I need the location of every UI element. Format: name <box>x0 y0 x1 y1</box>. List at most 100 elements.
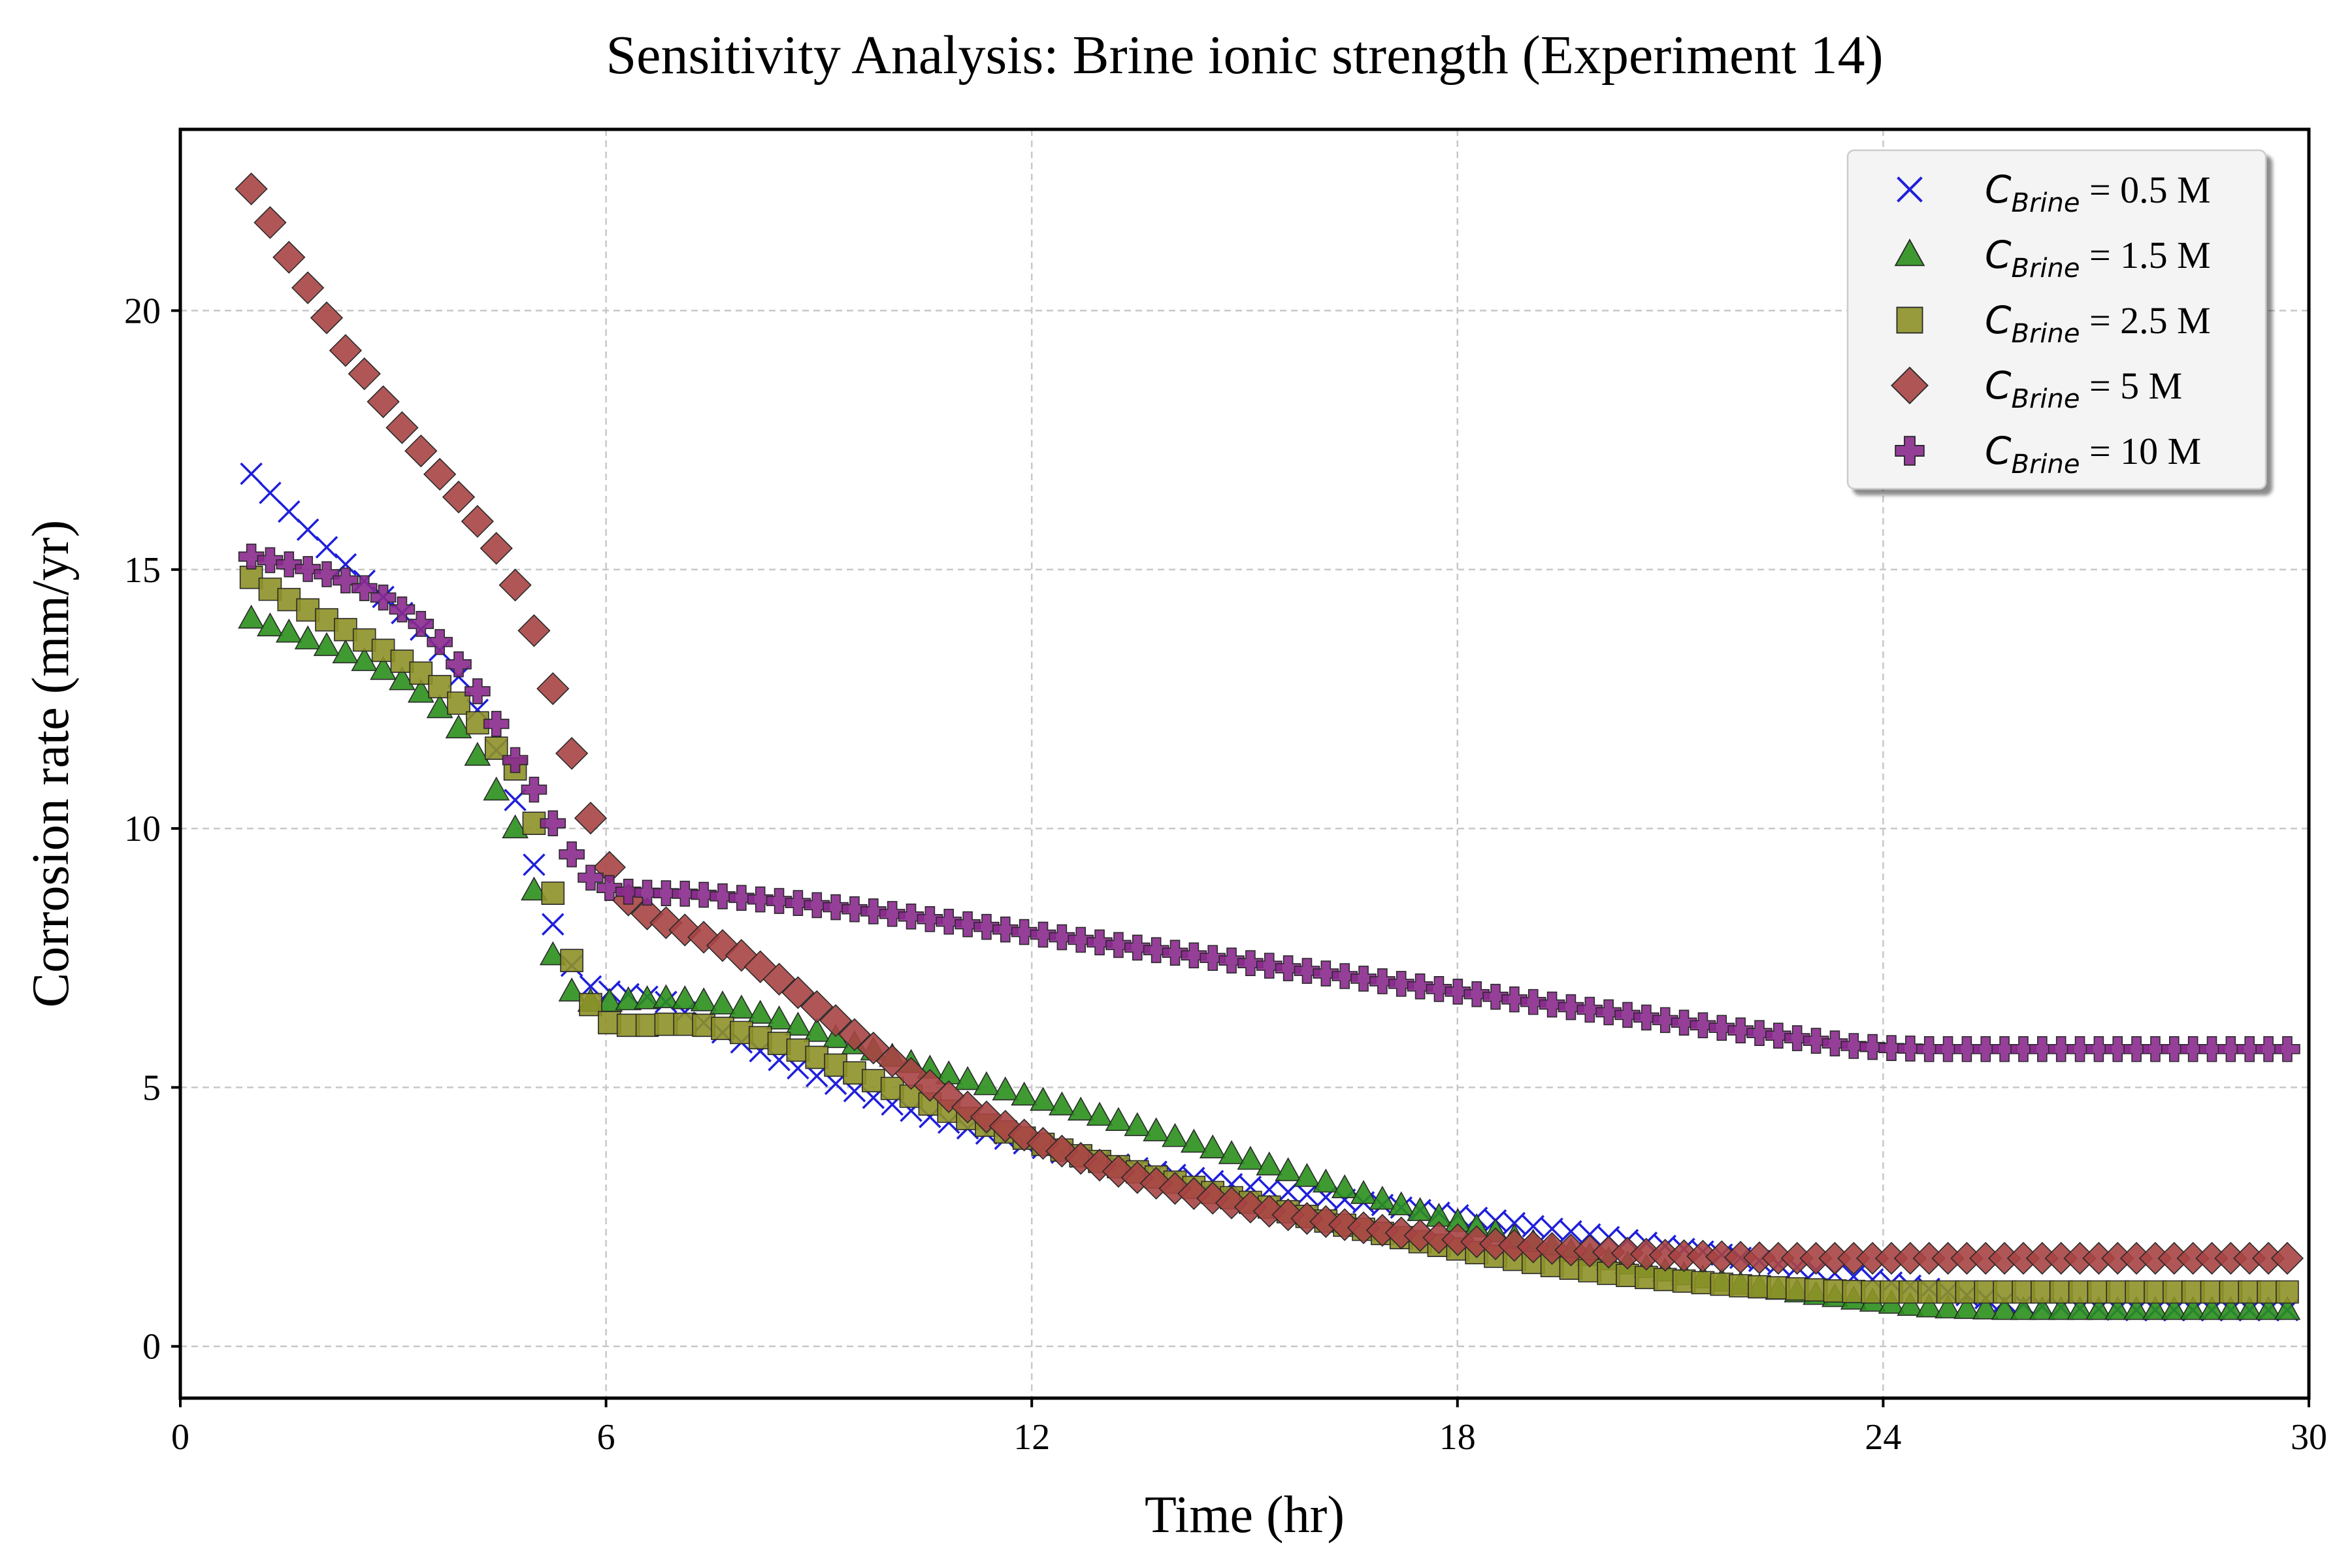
marker-stroke <box>824 1072 847 1096</box>
data-point <box>523 853 546 876</box>
data-point <box>2029 1036 2055 1062</box>
data-point <box>1652 1007 1678 1034</box>
data-point <box>446 651 472 678</box>
data-point <box>276 551 302 578</box>
data-point <box>1690 1012 1716 1039</box>
marker-stroke <box>1560 1220 1582 1243</box>
data-point <box>404 434 438 468</box>
data-point <box>1105 932 1132 958</box>
data-point <box>653 880 679 906</box>
data-point <box>2104 1296 2131 1320</box>
data-point <box>728 885 755 911</box>
data-point <box>709 990 736 1015</box>
plot-frame <box>178 127 2311 1400</box>
data-point <box>1426 976 1452 1002</box>
data-point <box>502 747 529 774</box>
x-tick-label: 6 <box>597 1417 615 1458</box>
data-point <box>992 1076 1019 1101</box>
data-point <box>389 596 416 623</box>
data-point <box>313 632 340 657</box>
data-point <box>253 206 287 239</box>
data-point <box>1916 1293 1943 1318</box>
data-point <box>542 913 564 936</box>
data-point <box>653 984 679 1009</box>
data-point <box>1482 983 1509 1010</box>
data-point <box>1143 1117 1170 1141</box>
data-point <box>1180 1128 1207 1153</box>
y-axis-label: Corrosion rate (mm/yr) <box>22 520 80 1007</box>
data-point <box>992 916 1019 943</box>
data-point <box>558 977 585 1002</box>
data-point <box>2066 1036 2093 1062</box>
data-point <box>1296 1183 1318 1206</box>
data-point <box>1746 1020 1772 1046</box>
data-point <box>291 271 325 304</box>
data-point <box>1991 1036 2017 1062</box>
data-point <box>1350 966 1377 992</box>
data-point <box>2142 1036 2168 1062</box>
data-point <box>2085 1036 2112 1062</box>
data-point <box>1953 1036 1980 1062</box>
marker-stroke <box>1296 1183 1318 1206</box>
data-point <box>2180 1036 2206 1062</box>
x-tick-label: 18 <box>1439 1417 1476 1458</box>
data-point <box>2274 1296 2301 1320</box>
data-point <box>747 1000 774 1024</box>
data-point <box>1388 971 1414 997</box>
data-point <box>483 711 510 737</box>
data-point <box>841 896 868 923</box>
data-point <box>536 672 570 706</box>
data-point <box>1407 973 1433 1000</box>
data-point <box>555 737 589 770</box>
data-point <box>1237 950 1264 976</box>
x-tick-label: 30 <box>2291 1417 2327 1458</box>
data-point <box>1105 1107 1132 1131</box>
data-point <box>329 334 363 367</box>
data-point <box>1049 924 1075 951</box>
data-point <box>2142 1296 2169 1320</box>
data-point <box>295 556 321 582</box>
data-point <box>1313 960 1339 987</box>
data-point <box>1560 1220 1582 1243</box>
legend-marker <box>1897 176 1923 203</box>
data-point <box>238 604 265 629</box>
series-4 <box>235 172 2304 1275</box>
data-point <box>2010 1296 2037 1320</box>
data-point <box>333 567 359 594</box>
data-point <box>466 711 489 735</box>
data-point <box>1086 929 1113 956</box>
data-point <box>1086 1102 1113 1126</box>
data-point <box>1218 947 1245 974</box>
data-point <box>2085 1296 2112 1320</box>
data-point <box>1520 988 1546 1015</box>
data-point <box>461 504 494 538</box>
data-point <box>1445 978 1471 1005</box>
marker-stroke <box>523 853 546 876</box>
marker-stroke <box>296 518 319 541</box>
y-tick-label: 20 <box>124 291 161 331</box>
legend-marker <box>1894 238 1925 267</box>
data-point <box>442 480 476 514</box>
data-markers <box>235 172 2304 1322</box>
data-point <box>1840 1033 1867 1059</box>
data-point <box>803 1017 830 1042</box>
data-point <box>480 532 513 565</box>
data-point <box>2161 1296 2188 1320</box>
data-point <box>465 678 491 704</box>
data-point <box>2123 1036 2149 1062</box>
data-point <box>1727 1017 1754 1044</box>
data-point <box>615 878 642 905</box>
data-point <box>2236 1296 2263 1320</box>
data-point <box>1916 1036 1942 1062</box>
data-point <box>1972 1295 1999 1320</box>
data-point <box>2217 1036 2244 1062</box>
y-tick-label: 10 <box>124 809 161 849</box>
data-point <box>917 906 943 932</box>
data-point <box>559 841 585 868</box>
y-tick-label: 5 <box>142 1068 161 1108</box>
marker-stroke <box>1897 176 1923 203</box>
data-point <box>781 976 815 1009</box>
legend-label: CBrine = 5 M <box>1985 363 2182 414</box>
